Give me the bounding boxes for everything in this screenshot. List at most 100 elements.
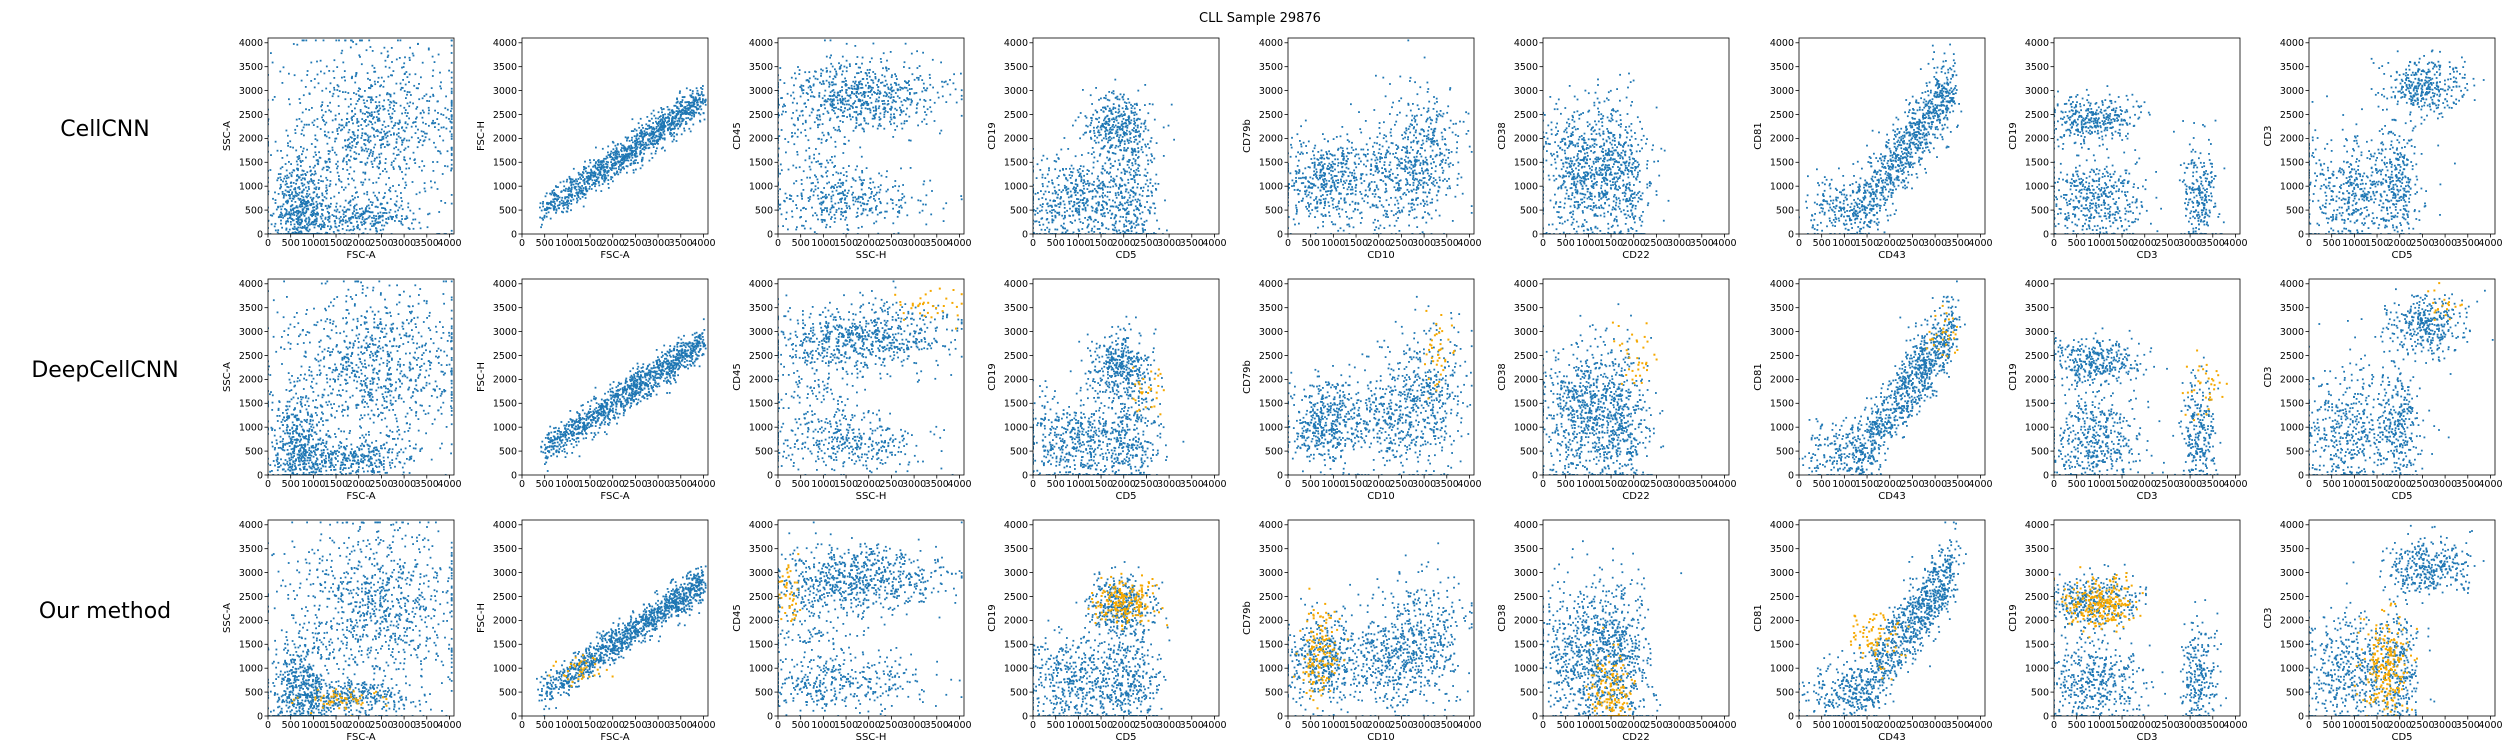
cell-point bbox=[450, 61, 453, 64]
cell-point bbox=[384, 59, 387, 62]
cell-point bbox=[833, 155, 836, 158]
cell-point bbox=[294, 201, 297, 203]
cell-point bbox=[1113, 118, 1116, 121]
cell-point bbox=[816, 178, 819, 181]
cell-point bbox=[615, 156, 618, 158]
cell-point bbox=[804, 159, 807, 162]
cell-point bbox=[301, 39, 304, 42]
y-tick-label: 2500 bbox=[493, 110, 517, 121]
cell-point bbox=[268, 181, 269, 184]
cell-point bbox=[838, 185, 841, 188]
cell-point bbox=[268, 143, 269, 146]
cell-point bbox=[570, 209, 572, 212]
cell-point bbox=[351, 77, 353, 80]
cell-point bbox=[1081, 228, 1084, 230]
cell-point bbox=[1099, 134, 1102, 136]
cell-point bbox=[603, 180, 606, 183]
cell-point bbox=[554, 206, 557, 208]
cell-point bbox=[1133, 127, 1135, 129]
cell-point bbox=[404, 147, 407, 150]
cell-point bbox=[292, 146, 294, 149]
cell-point bbox=[587, 165, 590, 168]
cell-point bbox=[328, 206, 331, 209]
cell-point bbox=[669, 133, 671, 135]
cell-point bbox=[839, 101, 842, 104]
cell-point bbox=[368, 141, 371, 144]
cell-point bbox=[354, 113, 357, 115]
cell-point bbox=[898, 206, 901, 208]
cell-point bbox=[637, 137, 640, 140]
cell-point bbox=[371, 201, 374, 204]
cell-point bbox=[830, 186, 832, 189]
cell-point bbox=[1108, 110, 1111, 112]
y-tick-label: 1500 bbox=[239, 158, 263, 169]
cell-point bbox=[375, 130, 378, 132]
cell-point bbox=[290, 175, 293, 178]
cell-point bbox=[417, 43, 419, 45]
cell-point bbox=[626, 139, 628, 142]
cell-point bbox=[830, 207, 833, 209]
cell-point bbox=[667, 108, 670, 111]
cell-point bbox=[894, 129, 897, 131]
cell-point bbox=[886, 93, 888, 96]
cell-point bbox=[427, 48, 430, 51]
cell-point bbox=[885, 176, 888, 178]
y-tick-label: 4000 bbox=[239, 38, 263, 49]
cell-point bbox=[834, 128, 837, 131]
cell-point bbox=[814, 188, 817, 191]
cell-point bbox=[439, 152, 442, 155]
cell-point bbox=[791, 132, 793, 134]
cell-point bbox=[1102, 192, 1104, 194]
cell-point bbox=[555, 194, 558, 196]
cell-point bbox=[919, 98, 921, 101]
cell-point bbox=[378, 109, 380, 112]
cell-point bbox=[894, 92, 897, 94]
cell-point bbox=[1077, 171, 1080, 174]
cell-point bbox=[370, 115, 373, 117]
cell-point bbox=[620, 164, 622, 167]
cell-point bbox=[284, 189, 287, 192]
cell-point bbox=[369, 228, 372, 231]
cell-point bbox=[1111, 132, 1113, 134]
cell-point bbox=[689, 106, 692, 109]
cell-point bbox=[663, 133, 666, 136]
cell-point bbox=[1061, 226, 1064, 229]
cell-point bbox=[1133, 120, 1136, 122]
cell-point bbox=[428, 109, 430, 112]
cell-point bbox=[700, 108, 703, 111]
cell-point bbox=[274, 199, 277, 201]
cell-point bbox=[626, 155, 628, 158]
cell-point bbox=[444, 165, 446, 167]
cell-point bbox=[302, 198, 305, 201]
cell-point bbox=[363, 102, 366, 104]
cell-point bbox=[371, 163, 374, 165]
cell-point bbox=[870, 57, 873, 60]
cell-point bbox=[926, 87, 929, 90]
cell-point bbox=[450, 81, 453, 84]
cell-point bbox=[401, 200, 403, 203]
cell-point bbox=[825, 67, 828, 70]
cell-point bbox=[1130, 110, 1133, 113]
cell-point bbox=[360, 161, 363, 163]
cell-point bbox=[349, 199, 352, 202]
cell-point bbox=[692, 123, 695, 126]
cell-point bbox=[783, 103, 785, 106]
cell-point bbox=[279, 205, 282, 208]
cell-point bbox=[412, 102, 414, 105]
cell-point bbox=[376, 135, 379, 137]
cell-point bbox=[374, 157, 376, 160]
cell-point bbox=[373, 80, 376, 83]
cell-point bbox=[643, 132, 645, 135]
cell-point bbox=[317, 188, 320, 190]
cell-point bbox=[817, 126, 819, 129]
cell-point bbox=[829, 117, 832, 120]
cell-point bbox=[541, 223, 543, 226]
cell-point bbox=[904, 99, 907, 102]
cell-point bbox=[642, 141, 645, 144]
cell-point bbox=[649, 134, 652, 136]
cell-point bbox=[1065, 186, 1068, 188]
cell-point bbox=[1078, 210, 1080, 212]
x-axis-label: SSC-H bbox=[856, 250, 887, 261]
cell-point bbox=[926, 108, 929, 111]
cell-point bbox=[366, 233, 369, 234]
